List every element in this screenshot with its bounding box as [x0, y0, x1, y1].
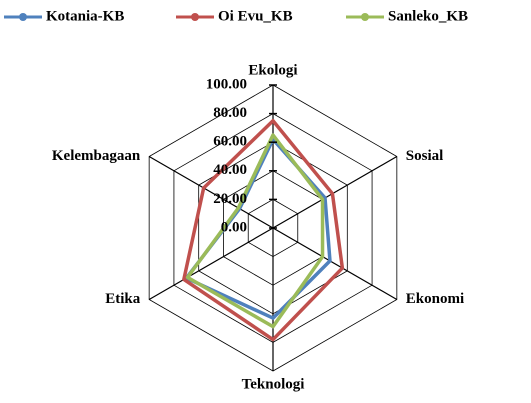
axis-spoke: [272, 227, 398, 301]
axis-label: Etika: [105, 291, 141, 307]
axis-label: Ekonomi: [406, 291, 464, 307]
series-line: [185, 133, 325, 329]
tick-label: 40.00: [213, 162, 247, 178]
tick-label: 80.00: [213, 105, 247, 121]
legend-marker: [361, 13, 369, 21]
axis-label: Sosial: [406, 148, 444, 164]
tick-label: 60.00: [213, 134, 247, 150]
legend-label: Kotania-KB: [46, 8, 124, 24]
axis-spoke: [148, 155, 274, 229]
axis-spoke: [148, 227, 274, 301]
series-line: [182, 119, 345, 342]
axis-label: Teknologi: [242, 376, 305, 392]
legend-marker: [191, 13, 199, 21]
axis-label: Kelembagaan: [52, 148, 141, 164]
tick-label: 100.00: [206, 76, 247, 92]
tick-label: 20.00: [213, 191, 247, 207]
legend-label: Oi Evu_KB: [218, 8, 293, 24]
axis-label: Ekologi: [248, 62, 297, 78]
tick-label: 0.00: [221, 219, 247, 235]
legend-label: Sanleko_KB: [388, 8, 468, 24]
axis-spoke: [272, 155, 398, 229]
legend-marker: [19, 13, 27, 21]
